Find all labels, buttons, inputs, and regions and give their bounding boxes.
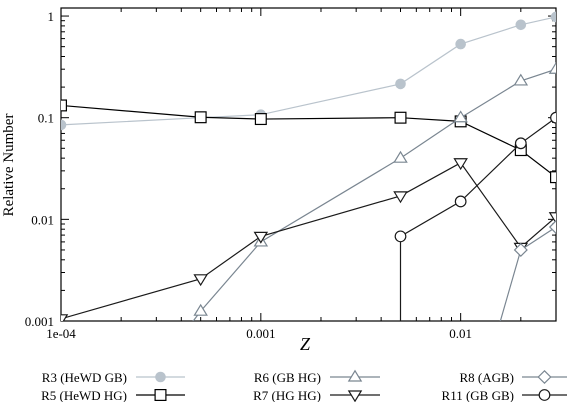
legend-label: R8 (AGB) [459,370,514,385]
y-tick-label: 0.001 [25,314,54,329]
data-point [515,19,527,31]
data-point [454,195,467,208]
legend-marker [538,389,551,401]
data-point [194,111,207,124]
legend-item: R3 (HeWD GB) [42,370,185,385]
data-point [393,191,408,204]
legend-label: R5 (HeWD HG) [41,388,127,402]
data-point [61,119,67,131]
x-tick-label: 1e-04 [46,326,76,341]
legend-label: R7 (HG HG) [253,388,321,402]
x-tick-label: 0.001 [246,326,275,341]
data-point [549,171,556,184]
data-point [193,303,208,316]
series-4 [61,158,556,321]
y-axis-label: Relative Number [1,114,17,217]
series-line [399,117,556,321]
data-point [61,314,69,321]
series-5 [499,219,556,321]
y-tick-label: 1 [48,9,55,24]
legend-marker [537,369,552,385]
axis-ticks [60,8,557,322]
data-point [548,219,556,235]
legend-item: R8 (AGB) [459,369,567,385]
data-point [193,274,208,287]
series-layer [61,11,556,321]
series-3 [192,61,556,321]
series-6 [394,111,556,321]
data-point [61,99,67,112]
data-point [513,73,529,86]
legend-label: R11 (GB GB) [442,388,514,402]
legend-item: R6 (GB HG) [254,369,380,385]
data-point [513,242,528,257]
legend-marker [347,369,363,382]
data-point [548,212,556,225]
series-1 [61,11,556,131]
legend-label: R6 (GB HG) [254,370,321,385]
series-line [61,16,556,126]
legend-marker [347,390,363,402]
series-line [61,104,556,178]
legend-label: R3 (HeWD GB) [42,370,127,385]
data-point [514,137,527,150]
data-point [550,111,556,124]
y-tick-label: 0.1 [38,111,54,126]
data-point [394,230,407,243]
series-line [61,162,556,320]
data-point [453,110,468,123]
plot-frame [60,7,557,322]
legend-item: R11 (GB GB) [442,388,567,402]
data-point [253,231,269,244]
data-point [550,11,556,23]
legend-item: R7 (HG HG) [253,388,380,402]
x-axis-label: Z [300,334,311,354]
data-point [455,38,466,50]
legend-marker [155,371,166,383]
x-tick-label: 0.01 [449,326,472,341]
series-2 [61,99,556,184]
data-point [548,61,556,74]
legend: R3 (HeWD GB) R6 (GB HG) R8 (AGB) R5 (HeWD H… [41,369,567,402]
series-line [192,68,556,321]
data-point [393,150,408,163]
data-point [453,158,468,171]
data-point [395,78,406,90]
legend-marker [154,389,167,402]
y-tick-label: 0.01 [31,212,54,227]
legend-item: R5 (HeWD HG) [41,388,185,402]
data-point [254,113,267,126]
data-point [394,111,407,124]
